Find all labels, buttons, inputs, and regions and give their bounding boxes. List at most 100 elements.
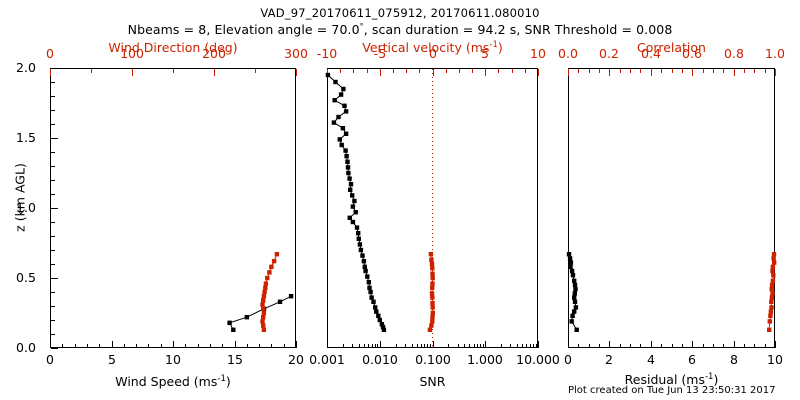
top-tick-label: 5 — [481, 46, 489, 61]
top-tick-label: -10 — [316, 46, 338, 61]
axis-tick — [247, 344, 248, 348]
axis-tick — [578, 344, 579, 348]
axis-tick — [222, 344, 223, 348]
axis-tick — [446, 69, 447, 73]
series-correlation — [767, 252, 777, 332]
axis-tick — [185, 344, 186, 348]
axis-tick — [501, 344, 502, 348]
axis-tick — [406, 69, 407, 73]
axis-tick — [498, 69, 499, 73]
bottom-tick-label: 0.010 — [362, 352, 398, 367]
series-wind-direction — [260, 252, 280, 332]
axis-tick — [517, 344, 518, 348]
axis-tick — [255, 69, 256, 73]
axis-tick — [533, 344, 534, 348]
axis-tick — [703, 344, 704, 348]
panel-wind-bottom-axis-title: Wind Speed (ms-1) — [50, 374, 296, 389]
axis-tick — [620, 344, 621, 348]
axis-tick — [433, 341, 434, 348]
axis-tick — [419, 69, 420, 73]
axis-tick — [51, 222, 55, 223]
top-tick-label: 0.2 — [599, 46, 619, 61]
bottom-tick-label: 5 — [108, 352, 116, 367]
axis-tick — [640, 344, 641, 348]
axis-tick — [51, 110, 55, 111]
axis-title-tail: ) — [497, 40, 503, 56]
axis-tick — [421, 344, 422, 348]
bottom-tick-label: 8 — [730, 352, 738, 367]
axis-tick — [469, 344, 470, 348]
axis-tick — [296, 69, 297, 73]
axis-tick — [525, 69, 526, 73]
top-tick-label: 0.4 — [641, 46, 661, 61]
top-tick-label: 100 — [120, 46, 144, 61]
axis-tick — [198, 344, 199, 348]
bottom-tick-label: 10 — [165, 352, 181, 367]
axis-tick — [589, 69, 590, 73]
axis-tick — [526, 344, 527, 348]
top-tick-label: 10 — [530, 46, 546, 61]
bottom-tick-label: 15 — [227, 352, 243, 367]
axis-tick — [485, 69, 486, 73]
axis-tick — [744, 344, 745, 348]
axis-tick — [343, 344, 344, 348]
axis-tick — [510, 344, 511, 348]
axis-title-superscript: -1 — [217, 374, 226, 384]
axis-tick — [483, 344, 484, 348]
panel-residual-top-axis-title: Correlation — [568, 40, 775, 55]
axis-tick — [464, 344, 465, 348]
panel-snr-bottom-axis-title: SNR — [327, 374, 538, 389]
panel-residual — [568, 68, 775, 348]
axis-tick — [485, 341, 486, 348]
axis-tick — [754, 69, 755, 73]
axis-tick — [380, 341, 381, 348]
axis-tick — [775, 344, 776, 348]
top-tick-label: 0.0 — [558, 46, 578, 61]
axis-tick — [672, 344, 673, 348]
axis-tick — [433, 69, 434, 73]
axis-tick — [359, 344, 360, 348]
panel-wind — [50, 68, 296, 348]
axis-tick — [512, 69, 513, 73]
plot-created-footnote: Plot created on Tue Jun 13 23:50:31 2017 — [568, 385, 776, 396]
axis-tick — [703, 69, 704, 73]
panel-residual-bottom-axis-title: Residual (ms-1) — [568, 372, 775, 387]
top-tick-label: 0 — [46, 46, 54, 61]
axis-tick — [367, 69, 368, 73]
bottom-tick-label: 4 — [647, 352, 655, 367]
axis-tick — [377, 344, 378, 348]
axis-tick — [51, 180, 55, 181]
axis-title-text: Correlation — [637, 40, 706, 55]
axis-tick — [296, 344, 297, 348]
axis-tick — [538, 341, 539, 348]
axis-tick — [352, 344, 353, 348]
y-tick-label: 2.0 — [16, 60, 36, 75]
axis-tick — [427, 344, 428, 348]
axis-tick — [51, 124, 55, 125]
page-title: VAD_97_20170611_075912, 20170611.080010 — [260, 6, 540, 20]
axis-tick — [51, 306, 55, 307]
axis-tick — [630, 69, 631, 73]
top-tick-label: 200 — [202, 46, 226, 61]
axis-tick — [210, 344, 211, 348]
top-tick-label: 300 — [284, 46, 308, 61]
axis-tick — [51, 264, 55, 265]
bottom-tick-label: 6 — [688, 352, 696, 367]
axis-tick — [682, 344, 683, 348]
bottom-tick-label: 0.100 — [415, 352, 451, 367]
axis-tick — [734, 69, 735, 73]
axis-tick — [284, 344, 285, 348]
axis-tick — [651, 69, 652, 73]
axis-tick — [538, 69, 539, 73]
axis-tick — [474, 344, 475, 348]
axis-tick — [417, 344, 418, 348]
axis-tick — [259, 344, 260, 348]
panel-snr-top-axis-title: Vertical velocity (ms-1) — [327, 40, 538, 55]
y-tick-label: 1.5 — [16, 130, 36, 145]
bottom-tick-label: 0 — [46, 352, 54, 367]
axis-tick — [412, 344, 413, 348]
axis-tick — [161, 344, 162, 348]
axis-tick — [51, 250, 55, 251]
top-tick-label: 1.0 — [765, 46, 785, 61]
axis-tick — [723, 69, 724, 73]
